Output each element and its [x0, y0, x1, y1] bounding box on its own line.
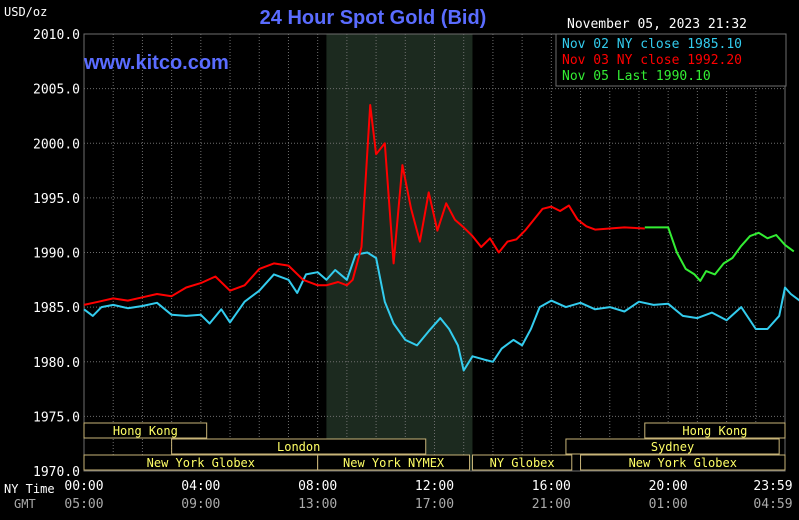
session-label: NY Globex: [490, 456, 555, 470]
session-box: [83, 422, 208, 439]
session-label: London: [277, 440, 320, 454]
x-tick-ny: 20:00: [649, 479, 688, 494]
series-line-nov03: [83, 104, 645, 306]
x-tick-gmt: 09:00: [181, 497, 220, 512]
y-axis-ticks: 2010.0 2005.0 2000.0 1995.0 1990.0 1985.0 1980…: [33, 28, 80, 480]
y-tick-label: 1985.0: [33, 301, 80, 316]
y-tick-label: 1975.0: [33, 410, 80, 425]
session-box: [471, 454, 573, 471]
session-label: Hong Kong: [113, 424, 178, 438]
session-box: [644, 422, 786, 439]
chart-title: 24 Hour Spot Gold (Bid): [260, 7, 487, 29]
y-tick-label: 1990.0: [33, 247, 80, 262]
session-box: [317, 454, 471, 471]
y-tick-label: 1995.0: [33, 192, 80, 207]
x-tick-ny: 23:59: [753, 479, 792, 494]
session-box: [580, 454, 786, 471]
x-tick-ny: 08:00: [298, 479, 337, 494]
session-label: New York Globex: [629, 456, 737, 470]
session-label: Hong Kong: [682, 424, 747, 438]
x-tick-gmt: 21:00: [532, 497, 571, 512]
grid-lines: [83, 33, 786, 472]
session-label: Sydney: [651, 440, 694, 454]
ny-time-row-label: NY Time: [4, 482, 55, 496]
legend-nov03: Nov 03 NY close 1992.20: [562, 53, 742, 68]
y-tick-label: 2010.0: [33, 28, 80, 43]
y-tick-label: 2005.0: [33, 83, 80, 98]
series-line-nov02: [83, 251, 799, 372]
x-tick-gmt: 17:00: [415, 497, 454, 512]
session-label: New York Globex: [147, 456, 255, 470]
x-tick-gmt: 05:00: [64, 497, 103, 512]
x-tick-ny: 12:00: [415, 479, 454, 494]
y-tick-label: 2000.0: [33, 137, 80, 152]
legend: Nov 02 NY close 1985.10 Nov 03 NY close …: [555, 33, 787, 87]
series-line-nov05: [644, 226, 795, 282]
x-tick-ny: 00:00: [64, 479, 103, 494]
watermark: www.kitco.com: [83, 52, 229, 74]
y-tick-label: 1970.0: [33, 465, 80, 480]
session-box: [171, 438, 427, 455]
x-axis-ticks: 00:00 05:00 04:00 09:00 08:00 13:00 12:00 17:00…: [64, 479, 792, 512]
legend-nov02: Nov 02 NY close 1985.10: [562, 37, 742, 52]
session-box: [565, 438, 780, 455]
timestamp: November 05, 2023 21:32: [567, 17, 747, 32]
session-label: New York NYMEX: [343, 456, 445, 470]
legend-nov05: Nov 05 Last 1990.10: [562, 69, 711, 84]
series-lines: [83, 104, 799, 372]
plot-frame: [83, 33, 786, 472]
x-tick-gmt: 13:00: [298, 497, 337, 512]
x-tick-gmt: 04:59: [753, 497, 792, 512]
units-label: USD/oz: [4, 5, 47, 19]
market-sessions: Hong Kong London New York Globex New York N…: [83, 422, 786, 471]
x-tick-gmt: 01:00: [649, 497, 688, 512]
legend-box: [555, 33, 787, 87]
gmt-row-label: GMT: [14, 497, 36, 511]
x-tick-ny: 16:00: [532, 479, 571, 494]
x-tick-ny: 04:00: [181, 479, 220, 494]
y-tick-label: 1980.0: [33, 356, 80, 371]
